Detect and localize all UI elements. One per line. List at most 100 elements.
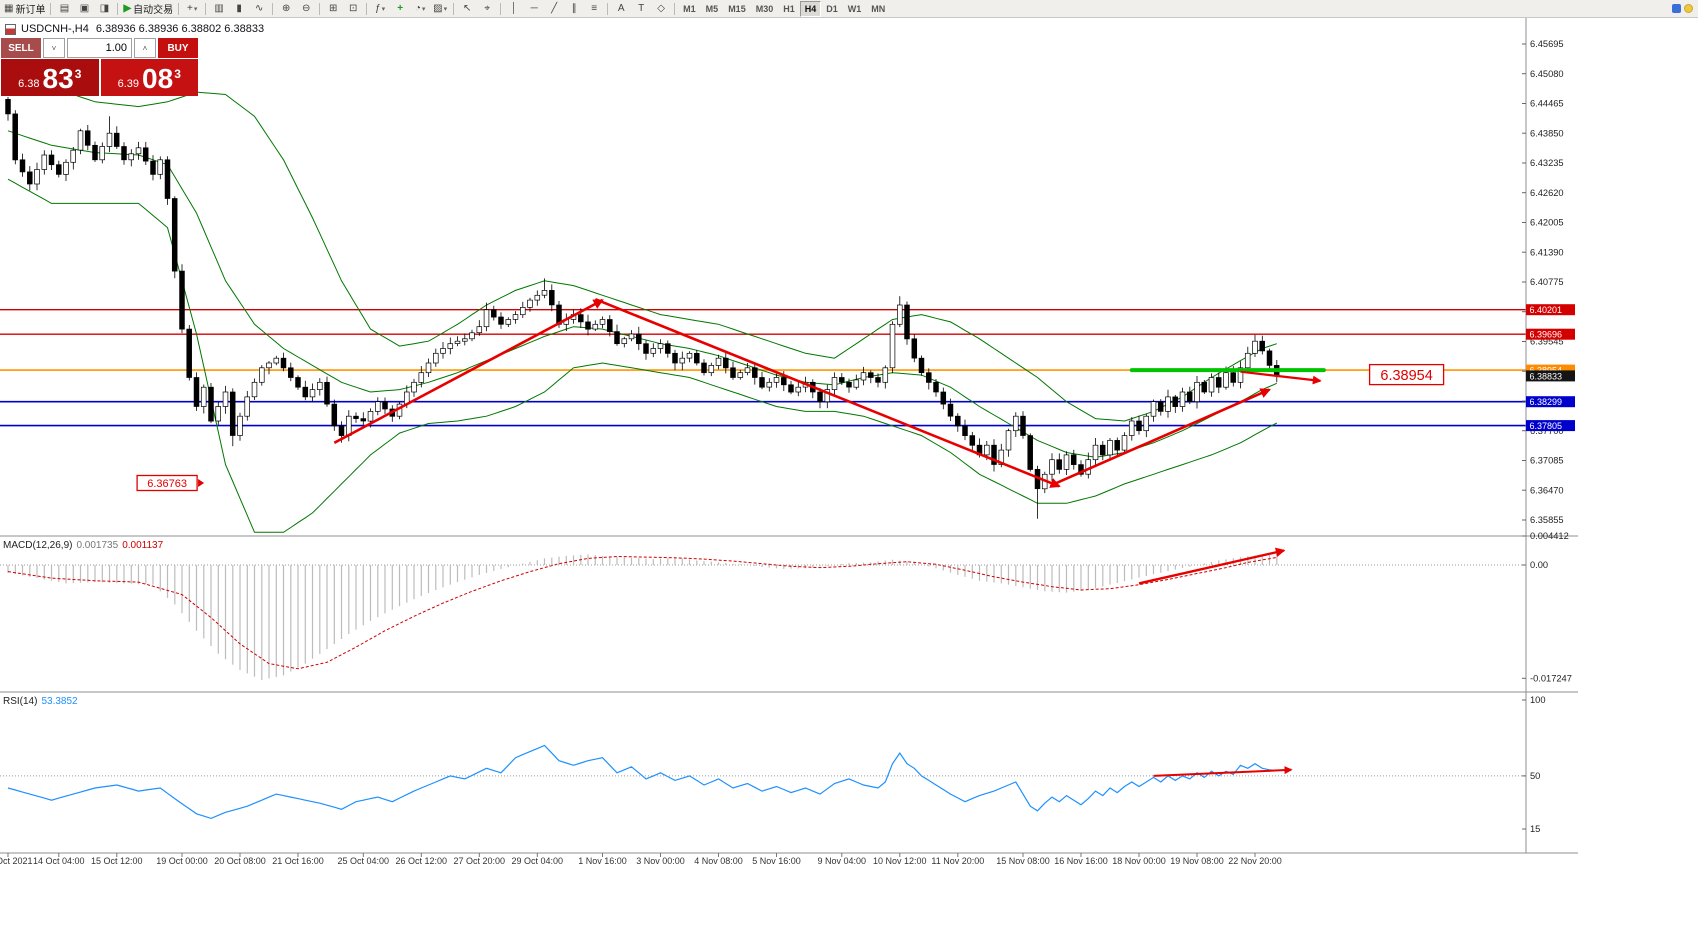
svg-text:6.40201: 6.40201 (1530, 305, 1563, 315)
price-callouts[interactable]: 6.36763 6.38954 (136, 363, 1445, 492)
timeframe-button-m5[interactable]: M5 (705, 3, 719, 14)
price-level-lines[interactable] (0, 309, 1526, 427)
tile-windows-button-glyph: ⊞ (328, 3, 338, 14)
svg-text:21 Oct 16:00: 21 Oct 16:00 (272, 856, 324, 866)
panel-separators (0, 535, 1578, 854)
add-indicator-button[interactable]: + (390, 1, 410, 17)
svg-text:6.36470: 6.36470 (1530, 485, 1564, 495)
svg-text:27 Oct 20:00: 27 Oct 20:00 (454, 856, 506, 866)
buy-price-tile[interactable]: 6.39 08 3 (100, 59, 198, 96)
macd-scale[interactable]: 0.004412 0.00 -0.017247 (1522, 531, 1572, 684)
svg-text:3 Nov 00:00: 3 Nov 00:00 (636, 856, 685, 866)
toolbar-separator (674, 2, 676, 15)
svg-text:6.43235: 6.43235 (1530, 158, 1564, 168)
indicators-button-caret: ▾ (381, 5, 386, 13)
candlestick-chart-button[interactable]: ▮ (229, 1, 249, 17)
horizontal-line-button[interactable]: ─ (524, 1, 544, 17)
price-scale[interactable]: 6.45695 6.45080 6.44465 6.43850 6.43235 6.426… (1522, 39, 1575, 525)
trendline-button-glyph: ╱ (551, 3, 558, 14)
zoom-in-button[interactable]: ⊕ (276, 1, 296, 17)
market-watch-icon[interactable]: ▣ (74, 1, 94, 17)
toolbar-separator (500, 2, 502, 15)
callout-text: 6.36763 (147, 478, 187, 490)
volume-input[interactable] (67, 38, 132, 58)
trendline-button[interactable]: ╱ (544, 1, 564, 17)
timeframe-button-m1[interactable]: M1 (683, 3, 696, 14)
timeframe-button-m30[interactable]: M30 (755, 3, 774, 14)
cursor-button-glyph: ↖ (462, 3, 472, 14)
indicators-button[interactable]: ƒ ▾ (370, 1, 390, 17)
sell-price-tile[interactable]: 6.38 83 3 (1, 59, 99, 96)
zoom-out-button[interactable]: ⊖ (296, 1, 316, 17)
fibonacci-button[interactable]: ≡ (584, 1, 604, 17)
svg-text:19 Nov 08:00: 19 Nov 08:00 (1170, 856, 1224, 866)
text-label-button-glyph: T (638, 3, 645, 14)
shapes-button[interactable]: ◇ (651, 1, 671, 17)
new-order-button[interactable]: ▦ 新订单 (2, 1, 47, 17)
bar-chart-button[interactable]: ▥ (209, 1, 229, 17)
top-toolbar: ▦ 新订单 ▤ ▣ ◨ ▶ 自动交易 + ▾ ▥ ▮ ∿ ⊕ ⊖ ⊞ ⊡ ƒ ▾ + ◔ ▾ ▨ ▾ ↖ ⌖ │ ─ ╱ ∥ ≡ A T ◇ M1… (0, 0, 1698, 18)
chart-title-bar: USDCNH-,H4 6.38936 6.38936 6.38802 6.388… (5, 23, 264, 35)
rsi-scale[interactable]: 100 50 15 (1522, 695, 1546, 834)
toolbar-separator (366, 2, 368, 15)
sell-price-big: 83 (42, 63, 74, 94)
timeframe-button-d1[interactable]: D1 (826, 3, 838, 14)
svg-text:15 Oct 12:00: 15 Oct 12:00 (91, 856, 143, 866)
toolbar-separator (272, 2, 274, 15)
svg-text:10 Nov 12:00: 10 Nov 12:00 (873, 856, 927, 866)
auto-arrange-button[interactable]: ⊡ (343, 1, 363, 17)
price-tag: 6.40201 (1526, 304, 1575, 316)
cursor-button[interactable]: ↖ (457, 1, 477, 17)
crosshair-button[interactable]: ⌖ (477, 1, 497, 17)
svg-text:9 Nov 04:00: 9 Nov 04:00 (818, 856, 867, 866)
autotrading-button[interactable]: ▶ 自动交易 (121, 1, 175, 17)
trend-arrows[interactable] (333, 297, 1322, 777)
rsi-trend-arrow (1153, 766, 1293, 777)
navigator-icon-glyph: ◨ (99, 3, 110, 14)
text-button[interactable]: A (611, 1, 631, 17)
svg-text:6.37085: 6.37085 (1530, 456, 1564, 466)
zoom-out-button-glyph: ⊖ (301, 3, 311, 14)
line-chart-button-glyph: ∿ (254, 3, 264, 14)
line-chart-button[interactable]: ∿ (249, 1, 269, 17)
svg-text:-0.017247: -0.017247 (1530, 674, 1572, 684)
buy-button[interactable]: BUY (158, 38, 198, 58)
fibonacci-button-glyph: ≡ (591, 3, 598, 14)
timeframe-button-h1[interactable]: H1 (783, 3, 795, 14)
indicators-button-glyph: ƒ (375, 3, 381, 14)
text-label-button[interactable]: T (631, 1, 651, 17)
rsi-line (7, 744, 1277, 820)
svg-text:22 Nov 20:00: 22 Nov 20:00 (1228, 856, 1282, 866)
vertical-line-button-glyph: │ (511, 3, 518, 14)
svg-text:11 Nov 20:00: 11 Nov 20:00 (931, 856, 984, 866)
svg-text:18 Nov 00:00: 18 Nov 00:00 (1112, 856, 1166, 866)
svg-text:6.45080: 6.45080 (1530, 69, 1564, 79)
new-chart-button[interactable]: + ▾ (182, 1, 202, 17)
sell-price-small: 6.38 (18, 78, 40, 90)
tile-windows-button[interactable]: ⊞ (323, 1, 343, 17)
periods-button[interactable]: ◔ ▾ (410, 1, 430, 17)
toolbar-separator (178, 2, 180, 15)
equidistant-channel-button[interactable]: ∥ (564, 1, 584, 17)
tray-window-icon[interactable] (1672, 4, 1681, 13)
timeframe-button-w1[interactable]: W1 (847, 3, 862, 14)
order-type-dropdown[interactable]: ˅ (43, 38, 65, 58)
timeframe-button-h4[interactable]: H4 (799, 0, 822, 17)
profiles-icon[interactable]: ▤ (54, 1, 74, 17)
svg-text:6.42620: 6.42620 (1530, 188, 1564, 198)
price-tag: 6.37805 (1526, 420, 1575, 432)
sell-button[interactable]: SELL (1, 38, 41, 58)
navigator-icon[interactable]: ◨ (94, 1, 114, 17)
rsi-name: RSI(14) (3, 696, 38, 707)
order-controls-row: SELL ˅ ˄ BUY (1, 38, 198, 58)
templates-button[interactable]: ▨ ▾ (430, 1, 450, 17)
vertical-line-button[interactable]: │ (504, 1, 524, 17)
volume-stepper[interactable]: ˄ (134, 38, 156, 58)
timeframe-button-m15[interactable]: M15 (728, 3, 746, 14)
timeframe-button-mn[interactable]: MN (871, 3, 886, 14)
tray-alert-icon[interactable] (1684, 4, 1693, 13)
svg-text:26 Oct 12:00: 26 Oct 12:00 (396, 856, 448, 866)
shapes-button-glyph: ◇ (657, 3, 665, 14)
